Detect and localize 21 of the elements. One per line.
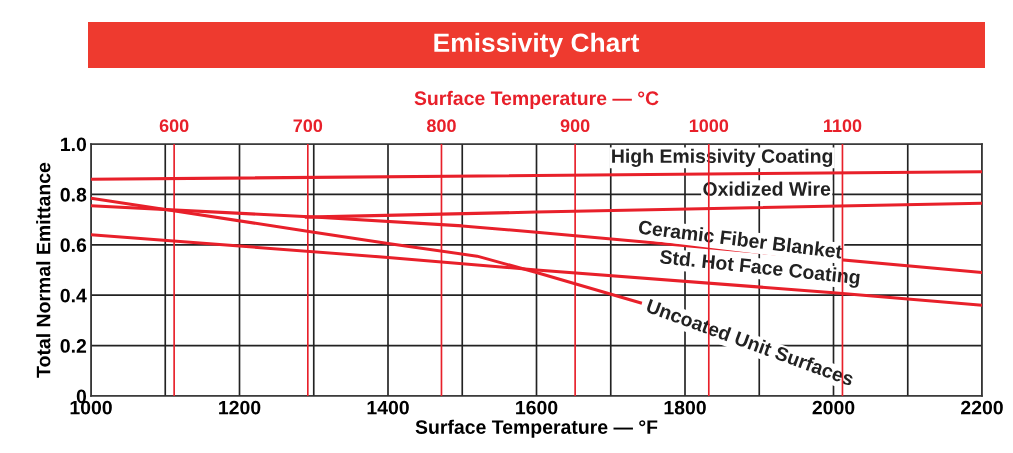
y-tick-label: 0.6 bbox=[60, 238, 87, 253]
x2-axis-title: Surface Temperature — °C bbox=[414, 90, 659, 109]
y-tick-label: 0.8 bbox=[60, 187, 87, 202]
chart-title: Emissivity Chart bbox=[434, 32, 640, 58]
y-axis-title: Total Normal Emittance bbox=[36, 162, 51, 378]
x-tick-label: 1600 bbox=[516, 400, 558, 415]
y-tick-label: 0.4 bbox=[60, 288, 87, 303]
x2-tick-label: 700 bbox=[293, 119, 323, 133]
x2-tick-label: 1100 bbox=[824, 119, 862, 133]
x-tick-label: 2000 bbox=[812, 400, 855, 415]
x-axis-title: Surface Temperature — °F bbox=[415, 419, 658, 438]
x-tick-label: 1800 bbox=[664, 400, 706, 415]
x-tick-label: 1400 bbox=[367, 400, 409, 415]
y-tick-label: 1.0 bbox=[61, 137, 87, 152]
y-tick-label: 0.2 bbox=[60, 339, 87, 353]
x2-tick-label: 900 bbox=[560, 119, 590, 133]
x2-tick-label: 600 bbox=[159, 119, 189, 133]
x2-tick-label: 800 bbox=[426, 119, 456, 133]
x2-tick-label: 1000 bbox=[689, 119, 729, 133]
x-tick-label: 1200 bbox=[219, 400, 261, 415]
x-tick-label: 2200 bbox=[961, 400, 1003, 415]
